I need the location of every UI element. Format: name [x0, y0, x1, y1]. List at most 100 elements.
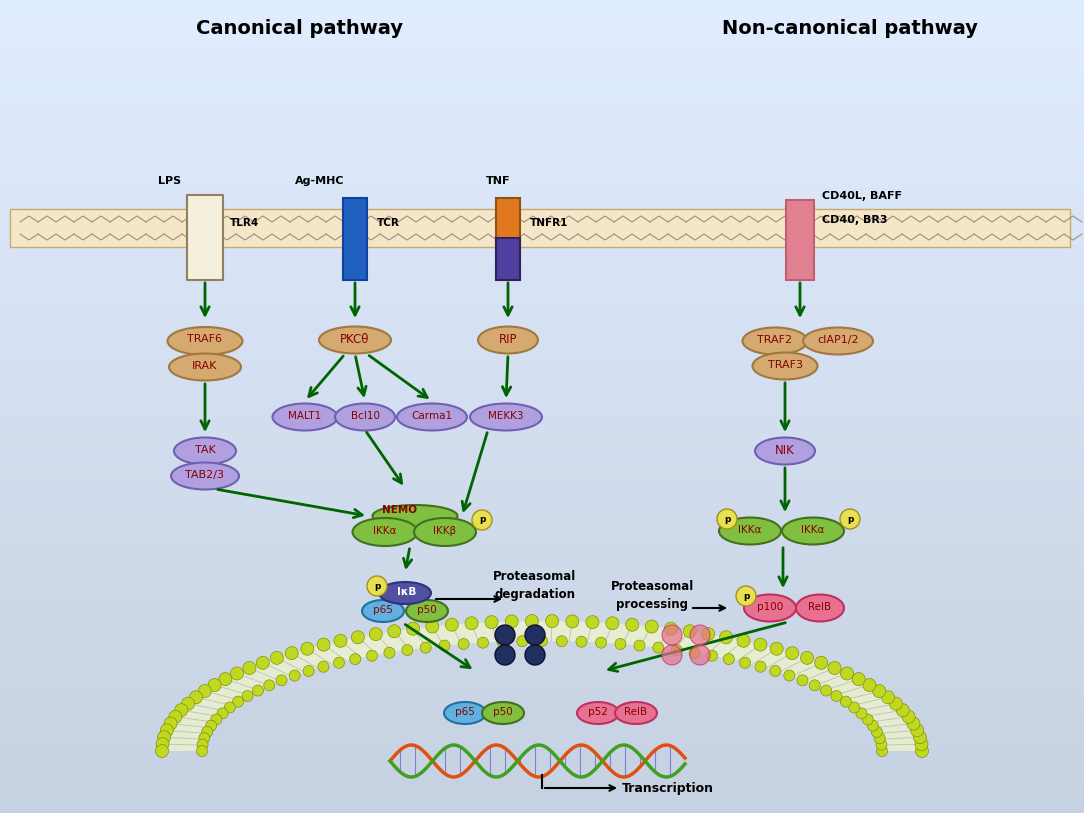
Ellipse shape [577, 702, 619, 724]
Bar [0, 463, 1084, 472]
Bar [0, 593, 1084, 602]
Circle shape [498, 637, 508, 647]
Bar [0, 49, 1084, 57]
Circle shape [402, 645, 413, 655]
Text: p65: p65 [455, 707, 475, 717]
Bar [0, 98, 1084, 106]
Bar [0, 480, 1084, 488]
Bar [343, 198, 367, 280]
Text: IKKβ: IKKβ [434, 526, 456, 536]
Bar [0, 195, 1084, 203]
Ellipse shape [470, 403, 542, 431]
Ellipse shape [752, 353, 817, 380]
Ellipse shape [782, 518, 844, 545]
Circle shape [208, 679, 221, 692]
Bar [0, 577, 1084, 585]
Text: p52: p52 [588, 707, 608, 717]
Bar [0, 163, 1084, 171]
Circle shape [907, 717, 920, 730]
Text: processing: processing [616, 598, 688, 611]
Circle shape [876, 739, 887, 750]
Circle shape [691, 645, 710, 665]
Circle shape [821, 685, 831, 696]
Bar [0, 244, 1084, 252]
Circle shape [350, 654, 361, 664]
Circle shape [477, 637, 489, 648]
Text: Non-canonical pathway: Non-canonical pathway [722, 19, 978, 37]
Ellipse shape [272, 403, 337, 431]
Circle shape [770, 666, 780, 676]
Text: TRAF3: TRAF3 [767, 360, 802, 370]
Circle shape [525, 625, 545, 645]
Circle shape [545, 615, 558, 628]
Circle shape [664, 622, 678, 635]
Text: IKKα: IKKα [373, 526, 397, 536]
Circle shape [198, 733, 210, 744]
Circle shape [840, 696, 851, 707]
Circle shape [253, 685, 263, 696]
Bar [0, 0, 1084, 8]
Circle shape [784, 670, 795, 681]
Circle shape [206, 720, 217, 731]
Circle shape [595, 637, 607, 648]
Text: p: p [743, 592, 749, 601]
Bar [0, 447, 1084, 455]
Circle shape [256, 656, 269, 669]
Bar [0, 724, 1084, 732]
Ellipse shape [171, 463, 238, 489]
Circle shape [334, 657, 345, 668]
Text: TNFR1: TNFR1 [530, 218, 568, 228]
Ellipse shape [615, 702, 657, 724]
Circle shape [198, 685, 211, 698]
Circle shape [224, 702, 235, 713]
Ellipse shape [719, 518, 780, 545]
Bar [0, 642, 1084, 650]
Bar [0, 309, 1084, 317]
Circle shape [446, 618, 459, 631]
Bar [0, 57, 1084, 65]
Ellipse shape [744, 594, 796, 621]
Bar [0, 276, 1084, 285]
Bar [0, 488, 1084, 496]
Bar [0, 341, 1084, 350]
Bar [0, 236, 1084, 244]
Text: IκB: IκB [398, 587, 416, 597]
Ellipse shape [335, 403, 395, 431]
Bar [0, 797, 1084, 805]
Circle shape [828, 662, 841, 675]
Bar [0, 602, 1084, 610]
Circle shape [576, 637, 586, 647]
Bar [0, 301, 1084, 309]
Circle shape [691, 625, 710, 645]
Text: TNF: TNF [486, 176, 511, 186]
Text: p: p [724, 515, 731, 524]
Circle shape [388, 624, 401, 637]
Circle shape [495, 645, 515, 665]
Bar [0, 366, 1084, 374]
Text: TAK: TAK [195, 445, 216, 455]
Circle shape [840, 667, 853, 680]
Bar [0, 626, 1084, 634]
Text: cIAP1/2: cIAP1/2 [817, 335, 859, 345]
Bar [0, 179, 1084, 187]
Text: RIP: RIP [499, 333, 517, 346]
Ellipse shape [406, 600, 448, 622]
Bar [0, 780, 1084, 789]
Text: LPS: LPS [158, 176, 181, 186]
Bar [0, 537, 1084, 545]
Circle shape [902, 711, 915, 724]
Circle shape [505, 615, 518, 628]
Bar [0, 472, 1084, 480]
Text: Bcl10: Bcl10 [350, 411, 379, 421]
Circle shape [872, 726, 882, 737]
Circle shape [526, 615, 539, 628]
Circle shape [770, 642, 783, 655]
Circle shape [831, 690, 842, 702]
Bar [0, 138, 1084, 146]
Circle shape [701, 628, 714, 641]
Text: TLR4: TLR4 [230, 218, 259, 228]
Circle shape [556, 636, 567, 646]
Circle shape [202, 726, 212, 737]
Bar [496, 198, 520, 280]
Circle shape [815, 656, 828, 669]
